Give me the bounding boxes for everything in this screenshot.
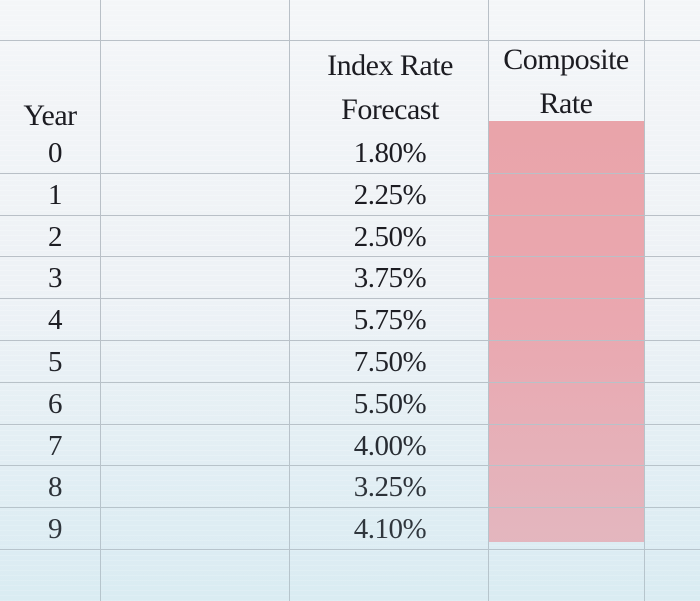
cell-composite-rate[interactable] (488, 132, 644, 174)
row-divider (0, 507, 700, 509)
cell-composite-rate[interactable] (488, 216, 644, 258)
cell-composite-rate[interactable] (488, 174, 644, 216)
cell-year[interactable]: 6 (48, 387, 63, 420)
header-index-rate-line2: Forecast (341, 93, 439, 126)
row-divider (0, 423, 700, 425)
column-divider (100, 0, 101, 601)
cell-composite-rate[interactable] (488, 383, 644, 425)
cell-index-rate[interactable]: 4.10% (353, 513, 427, 546)
cell-index-rate[interactable]: 3.25% (353, 471, 427, 504)
header-composite-line2: Rate (539, 87, 593, 120)
row-divider (0, 465, 700, 467)
cell-index-rate[interactable]: 5.50% (353, 387, 427, 420)
cell-composite-rate[interactable] (488, 299, 644, 341)
cell-year[interactable]: 3 (48, 262, 63, 295)
row-divider (0, 298, 700, 300)
cell-index-rate[interactable]: 2.50% (353, 220, 427, 253)
cell-index-rate[interactable]: 1.80% (353, 137, 427, 169)
cell-year[interactable]: 7 (48, 429, 63, 462)
cell-index-rate[interactable]: 5.75% (353, 304, 427, 337)
column-divider (644, 0, 645, 601)
row-divider (0, 214, 700, 216)
header-year-label: Year (23, 99, 77, 132)
cell-year[interactable]: 5 (48, 346, 63, 378)
cell-index-rate[interactable]: 7.50% (353, 346, 427, 378)
column-divider (289, 0, 290, 601)
header-year[interactable]: Year (0, 94, 100, 138)
row-divider (0, 256, 700, 258)
header-composite-rate[interactable]: Composite Rate (488, 38, 644, 126)
cell-index-rate[interactable]: 4.00% (353, 429, 427, 462)
cell-year[interactable]: 0 (48, 137, 63, 169)
cell-composite-rate[interactable] (488, 508, 644, 550)
cell-year[interactable]: 4 (48, 304, 63, 337)
cell-composite-rate[interactable] (488, 341, 644, 383)
cell-year[interactable]: 9 (48, 513, 63, 546)
row-divider (0, 381, 700, 383)
row-divider (0, 172, 700, 174)
header-index-rate-forecast[interactable]: Index Rate Forecast (290, 44, 490, 132)
column-divider (488, 0, 489, 601)
cell-index-rate[interactable]: 3.75% (353, 262, 427, 295)
cell-composite-rate[interactable] (488, 257, 644, 299)
cell-year[interactable]: 1 (48, 178, 63, 211)
cell-composite-rate[interactable] (488, 425, 644, 467)
composite-rate-highlight (488, 121, 644, 542)
row-divider (0, 549, 700, 550)
row-divider (0, 40, 700, 41)
header-composite-line1: Composite (503, 43, 629, 76)
cell-composite-rate[interactable] (488, 466, 644, 508)
cell-year[interactable]: 2 (48, 220, 63, 253)
row-divider (0, 340, 700, 341)
header-index-rate-line1: Index Rate (327, 49, 453, 82)
cell-index-rate[interactable]: 2.25% (353, 178, 427, 211)
cell-year[interactable]: 8 (48, 471, 63, 504)
